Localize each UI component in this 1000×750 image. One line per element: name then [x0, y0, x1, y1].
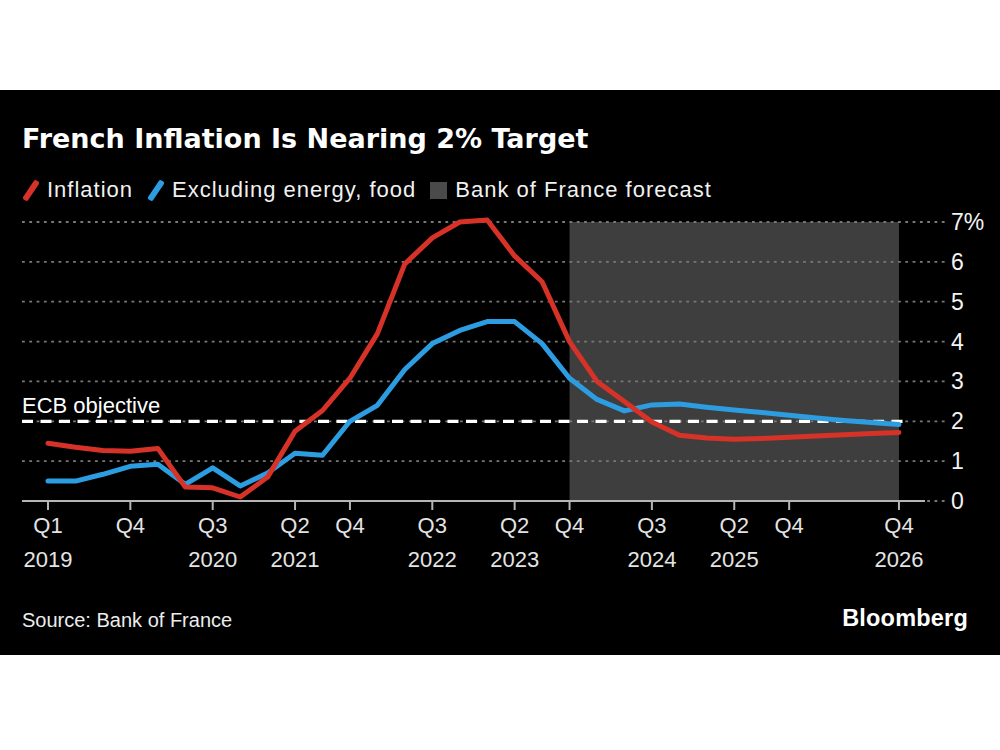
x-tick-quarter-label: Q2 [720, 513, 749, 538]
y-tick-label: 4 [951, 329, 964, 355]
x-tick-year-label: 2024 [627, 547, 676, 572]
y-tick-label: 3 [951, 368, 964, 394]
x-tick-year-label: 2022 [408, 547, 457, 572]
x-tick-quarter-label: Q2 [500, 513, 529, 538]
x-tick-quarter-label: Q4 [555, 513, 584, 538]
x-tick-year-label: 2026 [874, 547, 923, 572]
chart-legend: Inflation Excluding energy, food Bank of… [22, 177, 726, 203]
x-tick-year-label: 2021 [271, 547, 320, 572]
chart-plot: 0 1 2 3 4 5 6 7% Q1 2019 Q4 Q3 2020 Q2 2021 Q4 Q3 2022 Q2 2… [0, 0, 1000, 750]
x-tick-year-label: 2020 [188, 547, 237, 572]
x-tick-quarter-label: Q4 [335, 513, 364, 538]
legend-item-forecast: Bank of France forecast [430, 177, 712, 203]
y-tick-label: 6 [951, 249, 964, 275]
y-tick-label: 0 [951, 488, 964, 514]
x-tick-quarter-label: Q4 [116, 513, 145, 538]
legend-item-inflation: Inflation [22, 177, 133, 203]
x-tick-quarter-label: Q2 [280, 513, 309, 538]
y-tick-label: 2 [951, 408, 964, 434]
y-tick-label: 7% [951, 209, 984, 235]
legend-label-inflation: Inflation [47, 177, 133, 203]
forecast-region [570, 222, 899, 501]
ecb-objective-label: ECB objective [22, 393, 160, 419]
y-tick-label: 5 [951, 289, 964, 315]
core-line-swatch-icon [147, 179, 165, 201]
source-note: Source: Bank of France [22, 609, 232, 632]
x-tick-year-label: 2023 [490, 547, 539, 572]
x-tick-quarter-label: Q4 [774, 513, 803, 538]
y-tick-label: 1 [951, 448, 964, 474]
source-name: Bank of France [97, 609, 233, 631]
forecast-swatch-icon [430, 182, 447, 199]
legend-label-core: Excluding energy, food [172, 177, 416, 203]
x-tick-quarter-label: Q1 [33, 513, 62, 538]
chart-title: French Inflation Is Nearing 2% Target [22, 123, 588, 154]
legend-label-forecast: Bank of France forecast [455, 177, 712, 203]
legend-item-core: Excluding energy, food [147, 177, 416, 203]
x-tick-year-label: 2025 [710, 547, 759, 572]
x-tick-quarter-label: Q3 [198, 513, 227, 538]
inflation-line-swatch-icon [22, 179, 40, 201]
x-tick-year-label: 2019 [24, 547, 73, 572]
source-prefix: Source: [22, 609, 91, 631]
x-tick-quarter-label: Q3 [418, 513, 447, 538]
x-tick-quarter-label: Q4 [884, 513, 913, 538]
x-tick-quarter-label: Q3 [637, 513, 666, 538]
bloomberg-logo: Bloomberg [842, 605, 968, 632]
